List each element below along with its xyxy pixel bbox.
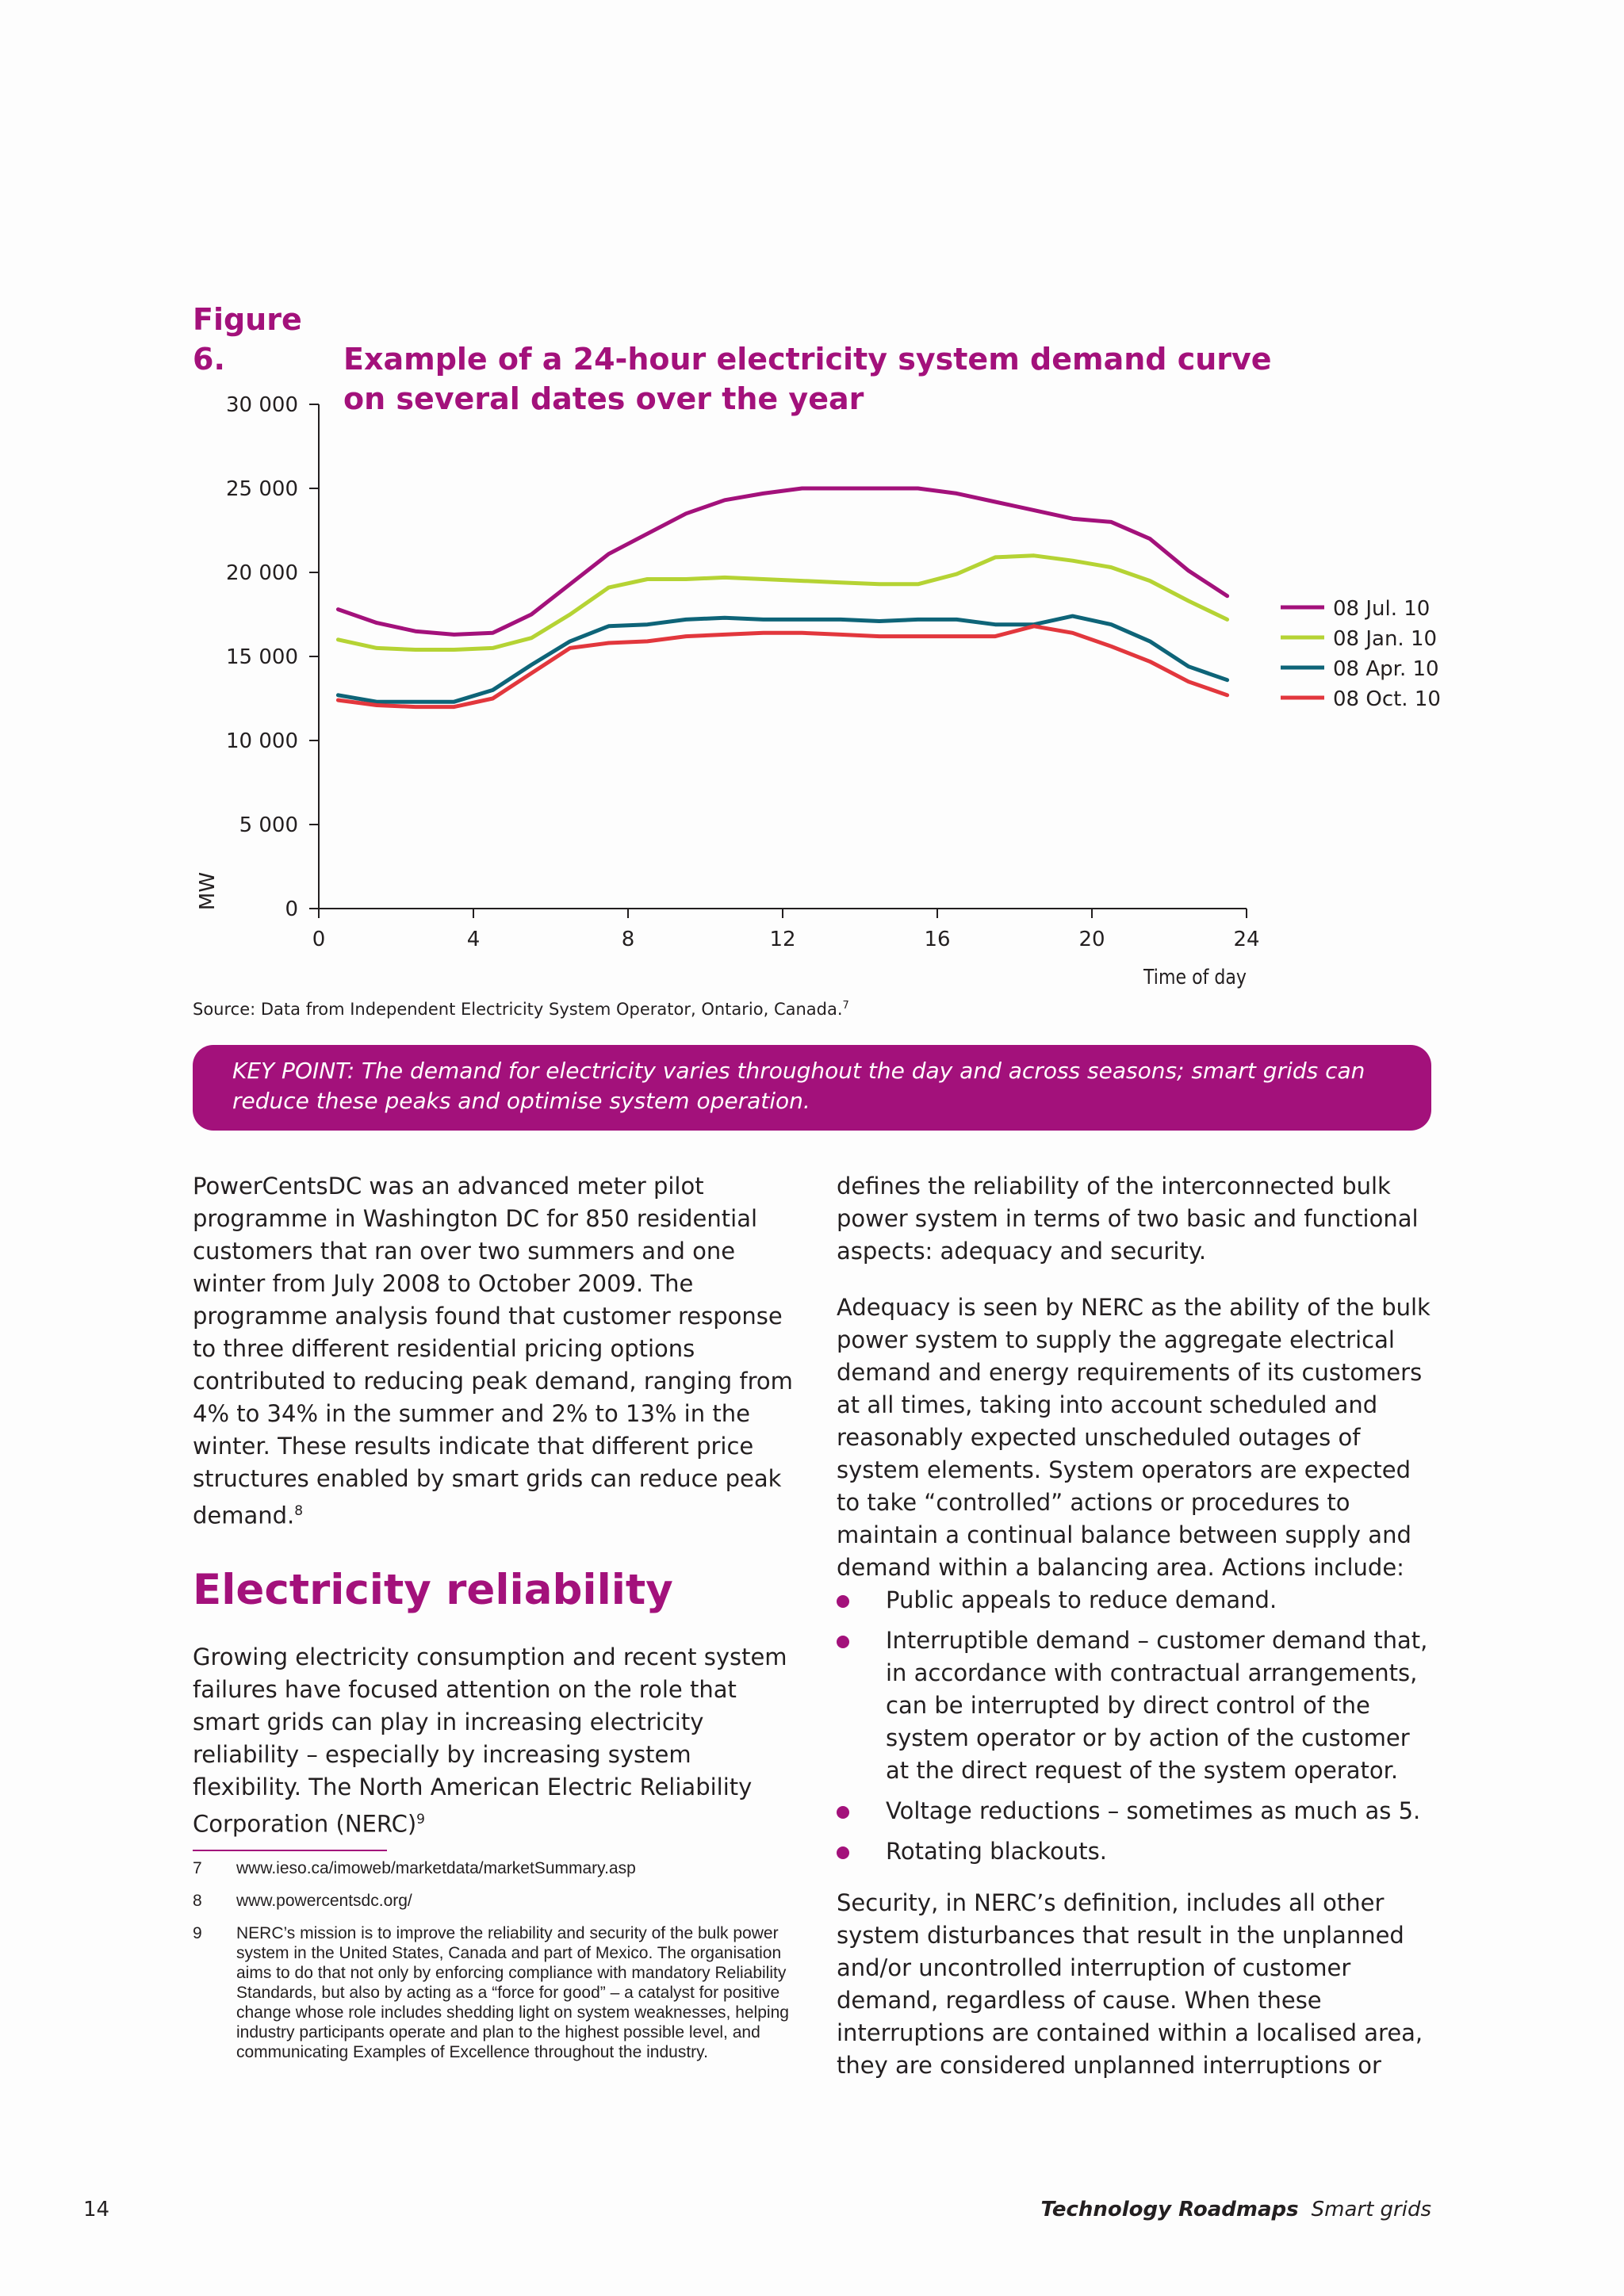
paragraph-powercentsdc: PowerCentsDC was an advanced meter pilot…: [193, 1170, 803, 1533]
x-tick-label: 4: [467, 928, 481, 951]
footnote-number: 9: [193, 1924, 202, 1942]
series-line: [335, 624, 1230, 710]
y-tick-label: 30 000: [226, 393, 298, 417]
y-tick-label: 0: [285, 897, 298, 921]
y-tick-label: 5 000: [239, 813, 298, 837]
footnote-ref: 9: [416, 1812, 425, 1827]
figure-source: Source: Data from Independent Electricit…: [193, 1000, 849, 1019]
key-point-text: KEY POINT: The demand for electricity va…: [232, 1058, 1365, 1114]
footnote-text[interactable]: www.powercentsdc.org/: [236, 1892, 412, 1910]
legend-label: 08 Jan. 10: [1333, 627, 1437, 651]
y-tick-label: 15 000: [226, 645, 298, 669]
source-text: Source: Data from Independent Electricit…: [193, 1000, 843, 1019]
demand-line-chart: 0 5 000 10 000 15 000 20 000 25 000 30 000 0 4 8 1…: [196, 393, 1441, 989]
bullet-icon: [837, 1595, 849, 1608]
y-tick-label: 10 000: [226, 729, 298, 753]
source-ref: 7: [842, 1000, 849, 1012]
footnote-divider: [193, 1850, 387, 1851]
paragraph-security: Security, in NERC’s definition, includes…: [837, 1889, 1423, 2079]
figure-title-line2: on several dates over the year: [343, 381, 864, 416]
list-item: Public appeals to reduce demand.: [837, 1584, 1439, 1617]
list-item: Rotating blackouts.: [837, 1835, 1439, 1868]
paragraph-adequacy: Adequacy is seen by NERC as the ability …: [837, 1294, 1431, 1581]
paragraph-text: Growing electricity consumption and rece…: [193, 1644, 787, 1838]
bullet-icon: [837, 1636, 849, 1648]
footnote-text[interactable]: www.ieso.ca/imoweb/marketdata/marketSumm…: [236, 1859, 636, 1877]
series-line: [335, 553, 1230, 652]
figure-title-line1: Example of a 24-hour electricity system …: [343, 342, 1272, 377]
footnotes: 7 www.ieso.ca/imoweb/marketdata/marketSum…: [193, 1858, 795, 2075]
footnote-number: 7: [193, 1859, 202, 1877]
key-point-box: KEY POINT: The demand for electricity va…: [193, 1045, 1431, 1131]
publication-subtitle: Smart grids: [1311, 2198, 1431, 2221]
legend-label: 08 Jul. 10: [1333, 597, 1430, 621]
list-item-text: Interruptible demand – customer demand t…: [886, 1627, 1428, 1784]
actions-list: Public appeals to reduce demand. Interru…: [837, 1584, 1439, 1868]
left-column-lower: Growing electricity consumption and rece…: [193, 1641, 803, 1841]
section-heading: Electricity reliability: [193, 1566, 673, 1614]
legend-label: 08 Apr. 10: [1333, 657, 1439, 681]
x-tick-label: 12: [769, 928, 795, 951]
y-tick-label: 25 000: [226, 477, 298, 501]
y-axis-label: MW: [196, 872, 220, 910]
chart-legend: 08 Jul. 10 08 Jan. 10 08 Apr. 10 08 Oct. 10: [1281, 597, 1441, 711]
y-tick-label: 20 000: [226, 561, 298, 585]
right-column: defines the reliability of the interconn…: [837, 1170, 1439, 2082]
paragraph-nerc-definition: defines the reliability of the interconn…: [837, 1173, 1419, 1265]
bullet-icon: [837, 1806, 849, 1819]
list-item-text: Rotating blackouts.: [886, 1838, 1107, 1865]
x-axis-label: Time of day: [1143, 966, 1247, 989]
series-line: [335, 486, 1230, 637]
footnote-8: 8 www.powercentsdc.org/: [193, 1891, 795, 1911]
x-tick-label: 20: [1078, 928, 1105, 951]
figure-title: Figure 6. Example of a 24-hour electricit…: [193, 300, 1382, 419]
footnote-number: 8: [193, 1892, 202, 1910]
series-line: [335, 614, 1230, 704]
legend-label: 08 Oct. 10: [1333, 687, 1441, 711]
x-tick-label: 0: [312, 928, 326, 951]
list-item: Interruptible demand – customer demand t…: [837, 1624, 1439, 1787]
footnote-ref: 8: [294, 1503, 304, 1519]
footnote-9: 9 NERC’s mission is to improve the reliab…: [193, 1923, 795, 2062]
running-footer: Technology Roadmaps Smart grids: [1040, 2198, 1431, 2221]
left-column: PowerCentsDC was an advanced meter pilot…: [193, 1170, 803, 1533]
chart-series: [335, 486, 1230, 710]
footnote-7: 7 www.ieso.ca/imoweb/marketdata/marketSum…: [193, 1858, 795, 1878]
page-number: 14: [83, 2198, 110, 2221]
x-tick-label: 16: [924, 928, 950, 951]
footnote-text: NERC’s mission is to improve the reliabi…: [236, 1924, 789, 2061]
chart-axes: 0 5 000 10 000 15 000 20 000 25 000 30 000 0 4 8 1…: [196, 393, 1260, 989]
x-tick-label: 8: [622, 928, 635, 951]
list-item-text: Voltage reductions – sometimes as much a…: [886, 1797, 1421, 1824]
publication-series: Technology Roadmaps: [1040, 2198, 1299, 2221]
figure-number: Figure 6.: [193, 302, 302, 377]
paragraph-reliability: Growing electricity consumption and rece…: [193, 1641, 803, 1841]
paragraph-text: PowerCentsDC was an advanced meter pilot…: [193, 1173, 793, 1529]
bullet-icon: [837, 1846, 849, 1859]
list-item: Voltage reductions – sometimes as much a…: [837, 1795, 1439, 1827]
x-tick-label: 24: [1233, 928, 1259, 951]
list-item-text: Public appeals to reduce demand.: [886, 1586, 1277, 1613]
